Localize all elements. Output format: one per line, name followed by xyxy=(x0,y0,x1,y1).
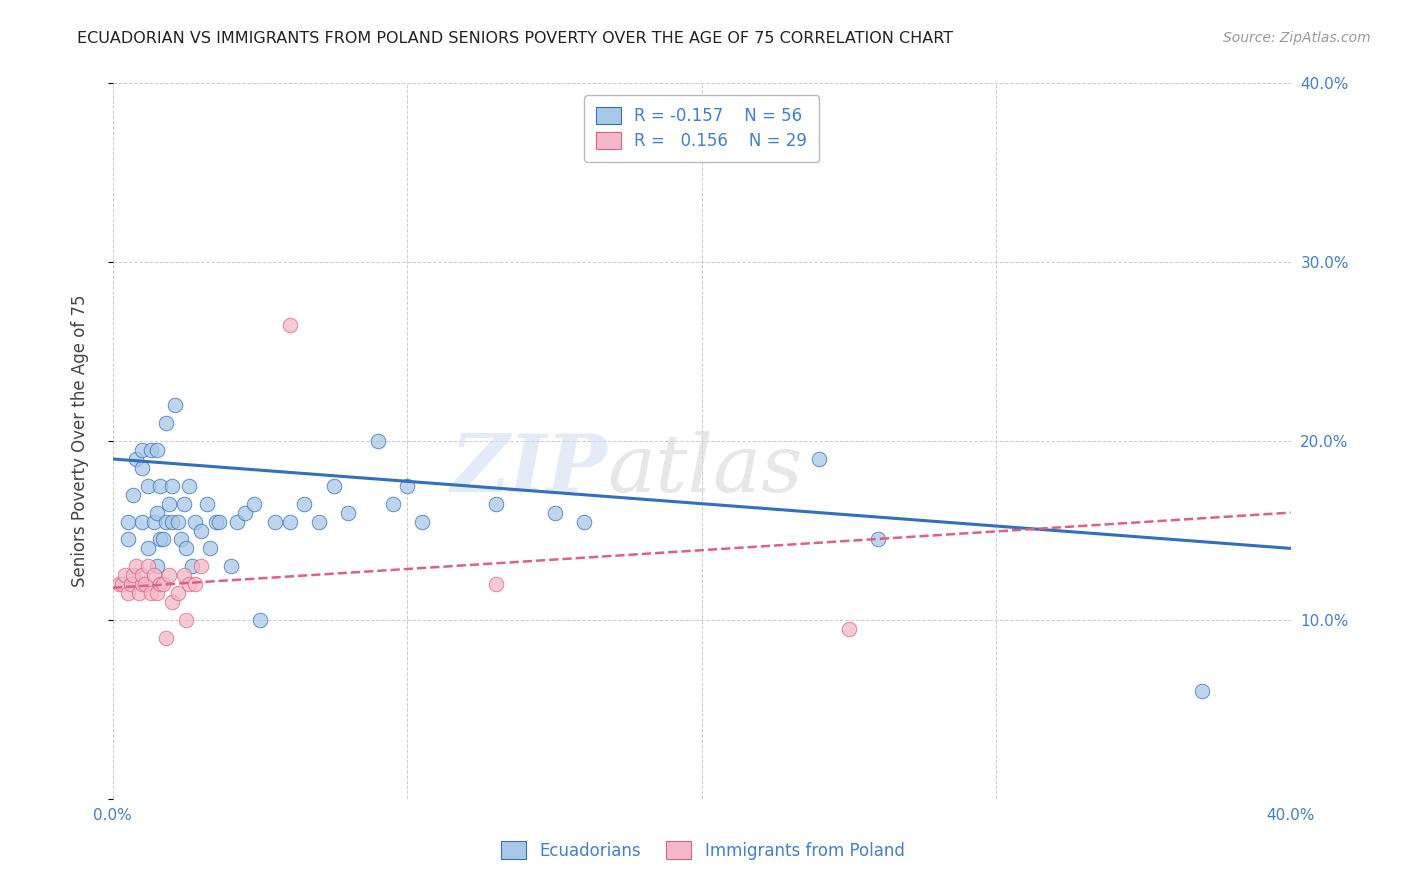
Point xyxy=(868,533,890,547)
Y-axis label: Seniors Poverty Over the Age of 75: Seniors Poverty Over the Age of 75 xyxy=(72,295,89,587)
Point xyxy=(136,541,159,556)
Point xyxy=(157,568,180,582)
Point xyxy=(243,497,266,511)
Point xyxy=(485,577,508,591)
Point xyxy=(235,506,257,520)
Point xyxy=(136,479,159,493)
Point xyxy=(219,559,242,574)
Point xyxy=(128,586,150,600)
Point xyxy=(131,568,153,582)
Point xyxy=(173,568,195,582)
Point xyxy=(179,577,201,591)
Point xyxy=(292,497,315,511)
Point xyxy=(808,452,831,467)
Point xyxy=(337,506,360,520)
Point xyxy=(131,515,153,529)
Point xyxy=(117,515,139,529)
Point xyxy=(184,515,207,529)
Point xyxy=(143,568,166,582)
Point xyxy=(149,479,172,493)
Point xyxy=(396,479,419,493)
Point xyxy=(125,452,148,467)
Point xyxy=(308,515,330,529)
Point xyxy=(163,398,186,412)
Point xyxy=(131,443,153,458)
Point xyxy=(166,515,188,529)
Point xyxy=(149,533,172,547)
Point xyxy=(190,524,212,538)
Point xyxy=(166,586,188,600)
Point xyxy=(278,515,301,529)
Point xyxy=(181,559,204,574)
Point xyxy=(176,541,198,556)
Text: ZIP: ZIP xyxy=(451,431,607,508)
Point xyxy=(146,586,169,600)
Point xyxy=(152,533,174,547)
Point xyxy=(131,461,153,475)
Point xyxy=(198,541,221,556)
Point xyxy=(131,577,153,591)
Point xyxy=(122,488,145,502)
Text: Source: ZipAtlas.com: Source: ZipAtlas.com xyxy=(1223,31,1371,45)
Point xyxy=(160,595,183,609)
Point xyxy=(146,443,169,458)
Text: atlas: atlas xyxy=(607,431,803,508)
Legend: R = -0.157    N = 56, R =   0.156    N = 29: R = -0.157 N = 56, R = 0.156 N = 29 xyxy=(585,95,820,161)
Point xyxy=(249,613,271,627)
Point xyxy=(205,515,228,529)
Point xyxy=(1191,684,1213,698)
Point xyxy=(322,479,344,493)
Point xyxy=(117,533,139,547)
Point xyxy=(225,515,247,529)
Point xyxy=(155,416,177,430)
Point xyxy=(136,559,159,574)
Point xyxy=(179,479,201,493)
Point xyxy=(155,631,177,645)
Point xyxy=(143,515,166,529)
Point xyxy=(173,497,195,511)
Point xyxy=(122,568,145,582)
Point xyxy=(169,533,191,547)
Point xyxy=(120,577,142,591)
Point xyxy=(146,506,169,520)
Point xyxy=(117,586,139,600)
Legend: Ecuadorians, Immigrants from Poland: Ecuadorians, Immigrants from Poland xyxy=(488,828,918,873)
Text: ECUADORIAN VS IMMIGRANTS FROM POLAND SENIORS POVERTY OVER THE AGE OF 75 CORRELAT: ECUADORIAN VS IMMIGRANTS FROM POLAND SEN… xyxy=(77,31,953,46)
Point xyxy=(149,577,172,591)
Point xyxy=(139,443,162,458)
Point xyxy=(485,497,508,511)
Point xyxy=(114,568,136,582)
Point xyxy=(125,559,148,574)
Point xyxy=(146,559,169,574)
Point xyxy=(195,497,218,511)
Point xyxy=(190,559,212,574)
Point xyxy=(155,515,177,529)
Point xyxy=(367,434,389,449)
Point xyxy=(381,497,404,511)
Point xyxy=(184,577,207,591)
Point xyxy=(134,577,156,591)
Point xyxy=(208,515,231,529)
Point xyxy=(572,515,595,529)
Point xyxy=(543,506,565,520)
Point xyxy=(263,515,285,529)
Point xyxy=(160,515,183,529)
Point xyxy=(278,318,301,332)
Point xyxy=(838,622,860,636)
Point xyxy=(411,515,433,529)
Point xyxy=(107,577,129,591)
Point xyxy=(157,497,180,511)
Point xyxy=(152,577,174,591)
Point xyxy=(176,613,198,627)
Point xyxy=(111,577,134,591)
Point xyxy=(139,586,162,600)
Point xyxy=(160,479,183,493)
